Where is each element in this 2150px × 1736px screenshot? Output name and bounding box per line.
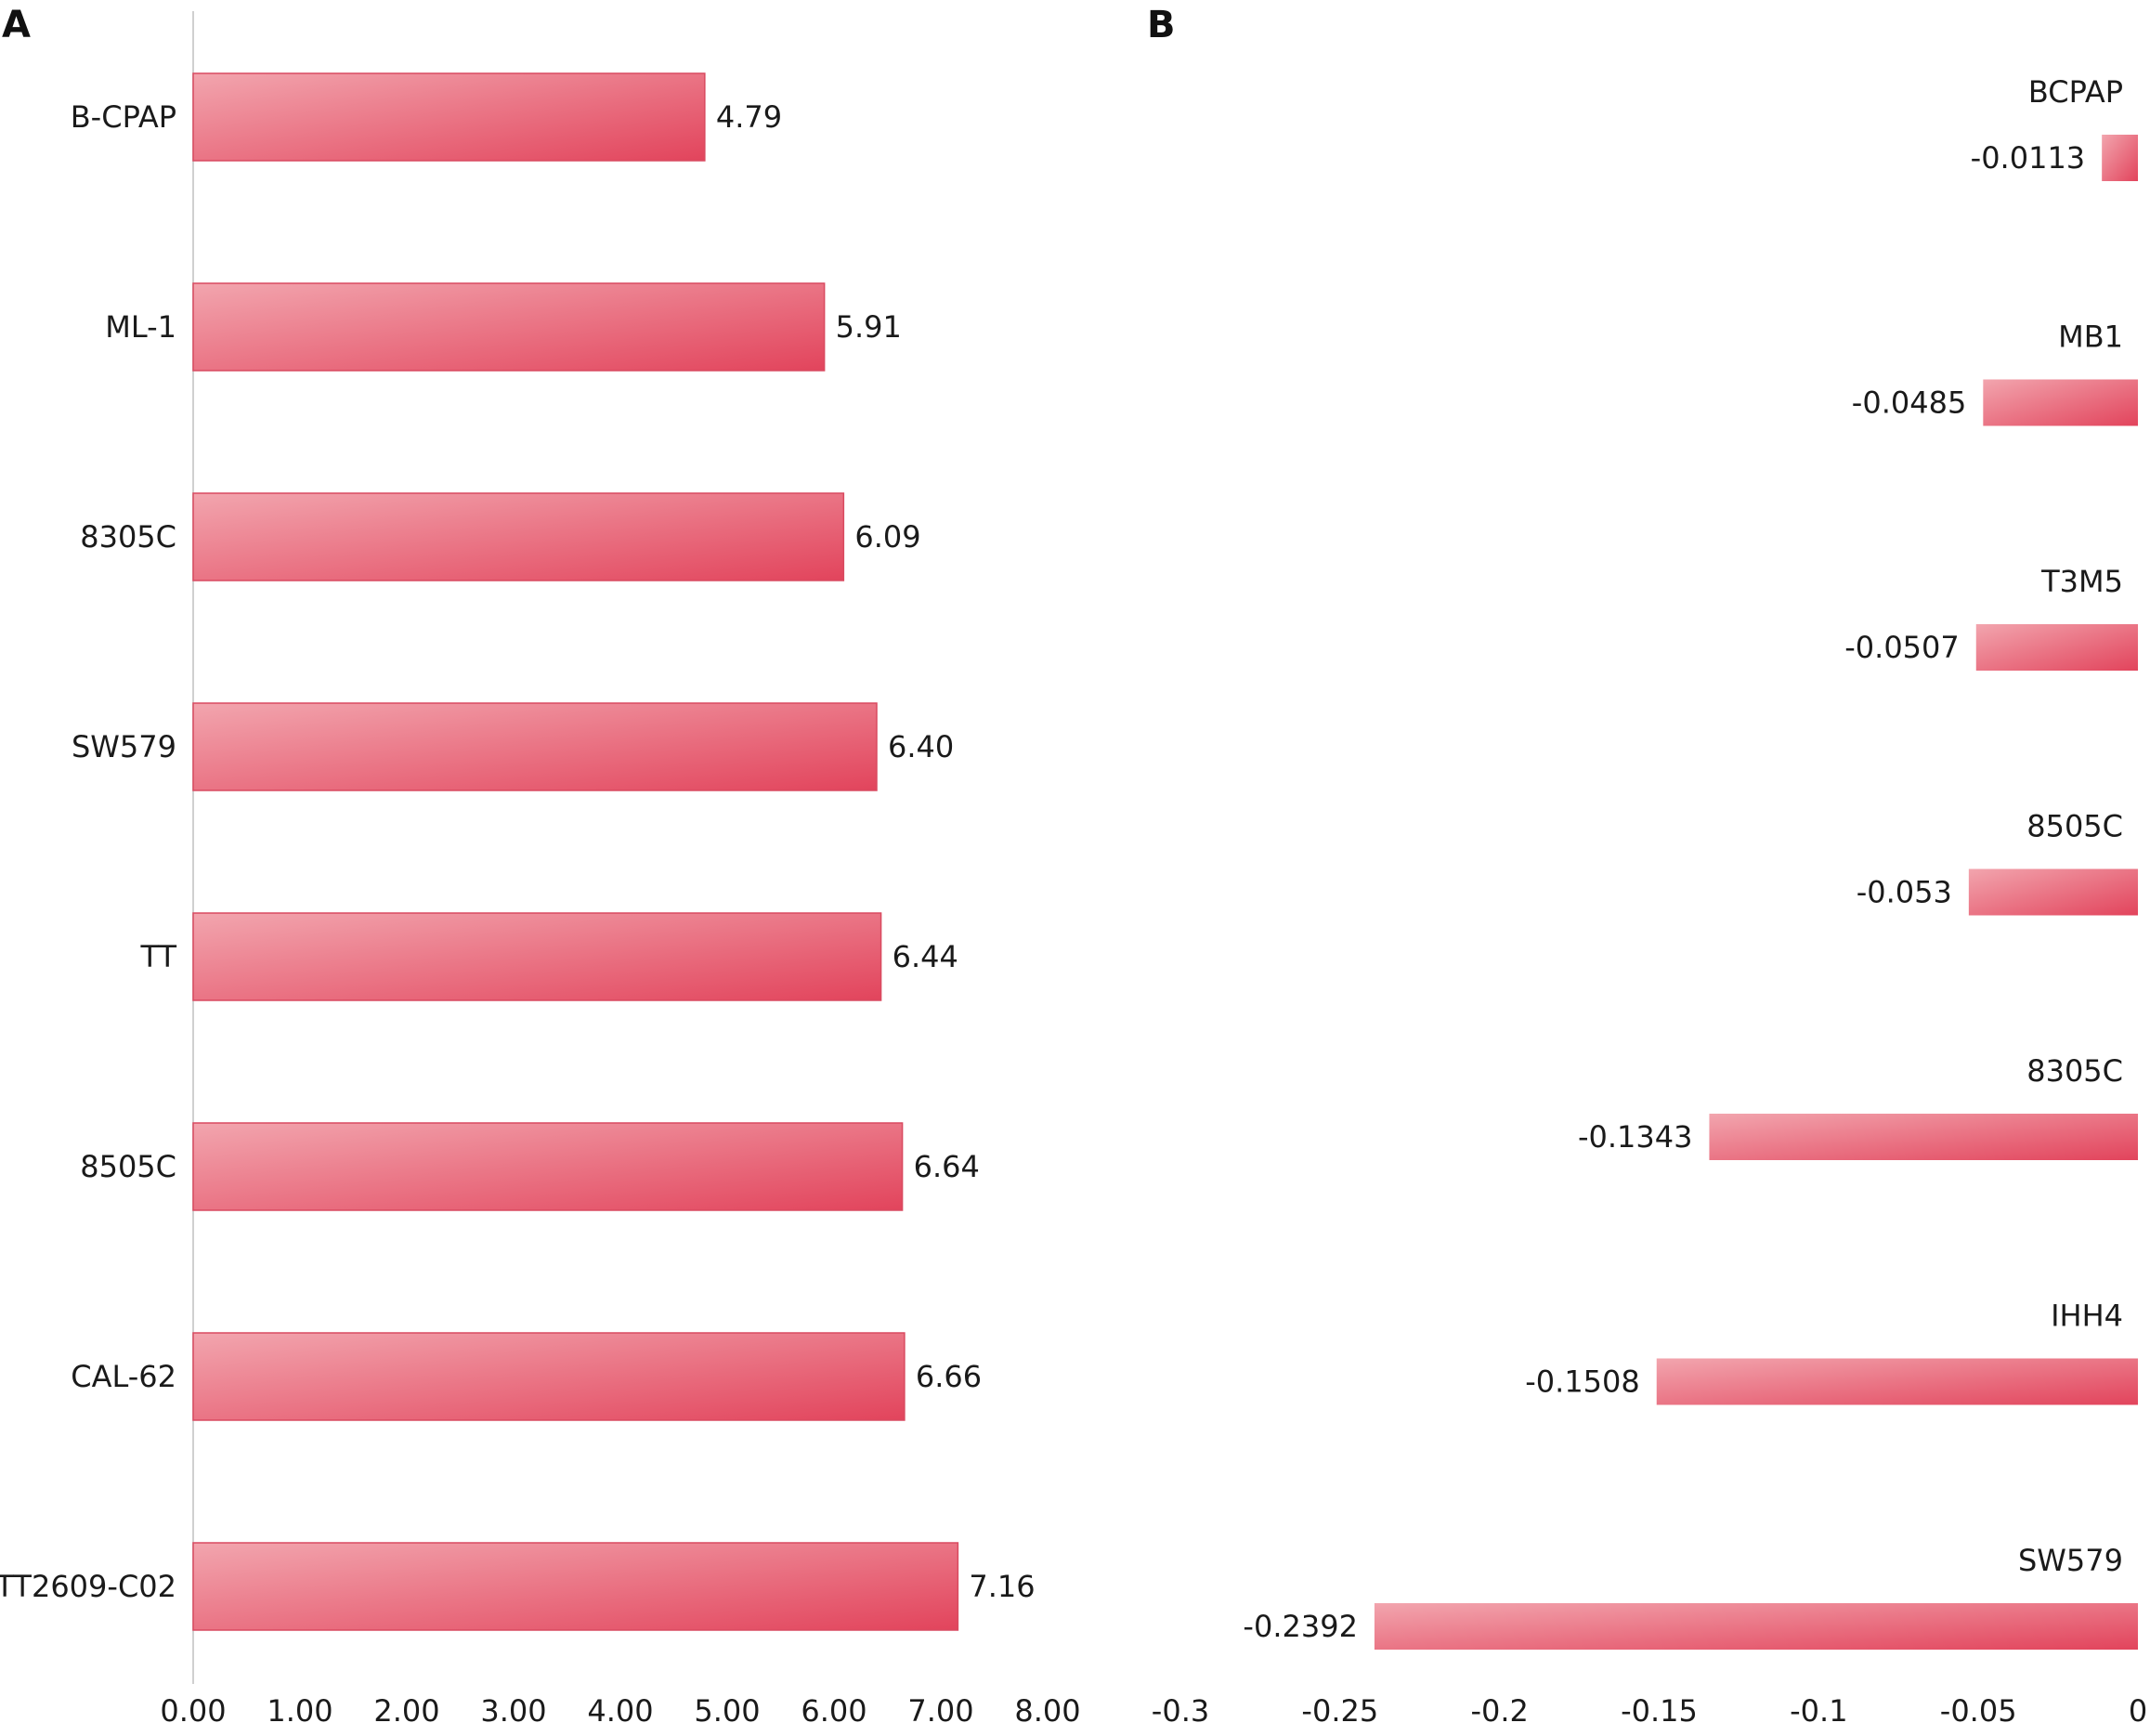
panel-b-value-label: -0.1508 <box>1525 1364 1640 1400</box>
panel-b-category-label: BCPAP <box>2028 74 2123 110</box>
panel-b-chart: B BCPAP -0.0113 MB1 -0.0485 T3M5 -0.0507 8505C… <box>1147 4 2147 1729</box>
panel-b-bar <box>1374 1603 2138 1650</box>
panel-b-tick-label: -0.25 <box>1301 1693 1378 1729</box>
panel-a-letter: A <box>2 4 31 46</box>
panel-a-value-label: 6.44 <box>893 939 958 974</box>
panel-a-tick-label: 3.00 <box>480 1693 546 1729</box>
panel-b-category-label: IHH4 <box>2051 1299 2123 1334</box>
panel-b-category-label: 8505C <box>2026 809 2123 844</box>
panel-b-category-label: SW579 <box>2018 1543 2123 1578</box>
panel-a-value-label: 5.91 <box>836 309 902 345</box>
panel-a-tick-label: 8.00 <box>1014 1693 1080 1729</box>
panel-a-bar <box>192 1122 904 1211</box>
panel-b-bar <box>1968 868 2138 916</box>
panel-a-value-label: 4.79 <box>716 99 782 135</box>
panel-a-bar <box>192 492 845 581</box>
panel-b-bar <box>1709 1114 2138 1160</box>
panel-a-value-label: 6.40 <box>888 729 954 764</box>
panel-b-bar <box>1975 624 2138 671</box>
panel-b-value-label: -0.0507 <box>1844 630 1960 665</box>
panel-a-bar <box>192 282 826 372</box>
panel-b-tick-label: 0 <box>2129 1693 2147 1729</box>
panel-a-bar <box>192 72 706 162</box>
panel-b-bar <box>1983 379 2138 426</box>
panel-a-tick-label: 2.00 <box>373 1693 439 1729</box>
panel-a-value-label: 6.66 <box>916 1359 982 1394</box>
panel-b-value-label: -0.1343 <box>1578 1119 1693 1155</box>
panel-a-value-label: 6.64 <box>914 1149 980 1184</box>
panel-a-bar <box>192 1542 959 1631</box>
panel-b-value-label: -0.0113 <box>1971 140 2086 176</box>
panel-b-value-label: -0.2392 <box>1243 1609 1358 1644</box>
panel-a-category-label: CAL-62 <box>71 1359 176 1394</box>
panel-a-bar <box>192 702 878 791</box>
panel-a-value-label: 7.16 <box>969 1569 1035 1604</box>
panel-a-bar <box>192 1332 906 1421</box>
panel-a-tick-label: 5.00 <box>694 1693 760 1729</box>
panel-a-category-label: 8505C <box>80 1149 176 1184</box>
panel-a-category-label: ML-1 <box>105 309 176 345</box>
panel-b-tick-label: -0.05 <box>1940 1693 2017 1729</box>
panel-a-category-label: TT <box>139 939 176 974</box>
panel-a-category-label: TT2609-C02 <box>0 1569 176 1604</box>
panel-b-tick-label: -0.1 <box>1790 1693 1847 1729</box>
panel-a-value-label: 6.09 <box>854 519 920 555</box>
panel-b-value-label: -0.0485 <box>1852 385 1967 421</box>
panel-a-category-label: B-CPAP <box>71 99 176 135</box>
panel-b-letter: B <box>1147 4 1176 46</box>
panel-b-category-label: T3M5 <box>2040 564 2123 599</box>
panel-b-bar <box>2102 135 2138 181</box>
panel-a-tick-label: 7.00 <box>907 1693 973 1729</box>
panel-a-category-label: 8305C <box>80 519 176 555</box>
panel-b-tick-label: -0.2 <box>1470 1693 1528 1729</box>
panel-b-category-label: MB1 <box>2058 320 2123 355</box>
panel-b-bar <box>1656 1358 2138 1405</box>
panel-b-tick-label: -0.15 <box>1621 1693 1698 1729</box>
panel-a-tick-label: 1.00 <box>267 1693 332 1729</box>
panel-b-category-label: 8305C <box>2026 1053 2123 1089</box>
panel-b-tick-label: -0.3 <box>1152 1693 1209 1729</box>
panel-a-tick-label: 6.00 <box>801 1693 867 1729</box>
panel-a-chart: A B-CPAP 4.79 ML-1 5.91 8305C 6.09 SW579 6.40 TT… <box>0 4 1081 1729</box>
panel-a-tick-label: 4.00 <box>587 1693 653 1729</box>
panel-b-value-label: -0.053 <box>1857 875 1952 910</box>
panel-a-category-label: SW579 <box>72 729 176 764</box>
panel-a-tick-label: 0.00 <box>160 1693 226 1729</box>
panel-a-bar <box>192 912 882 1001</box>
